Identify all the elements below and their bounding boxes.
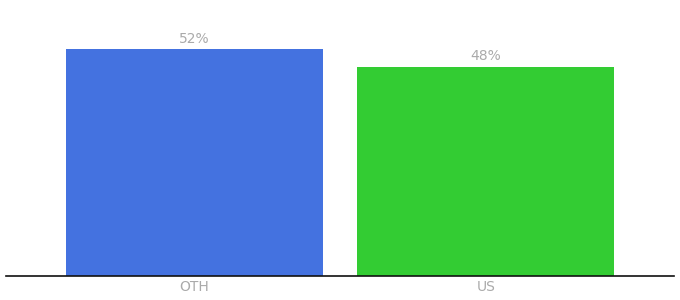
Bar <box>357 67 615 276</box>
Text: 52%: 52% <box>179 32 209 46</box>
Text: 48%: 48% <box>471 49 501 63</box>
Bar <box>65 49 323 276</box>
